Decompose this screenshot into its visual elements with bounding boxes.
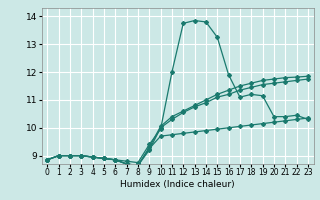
X-axis label: Humidex (Indice chaleur): Humidex (Indice chaleur) bbox=[120, 180, 235, 189]
